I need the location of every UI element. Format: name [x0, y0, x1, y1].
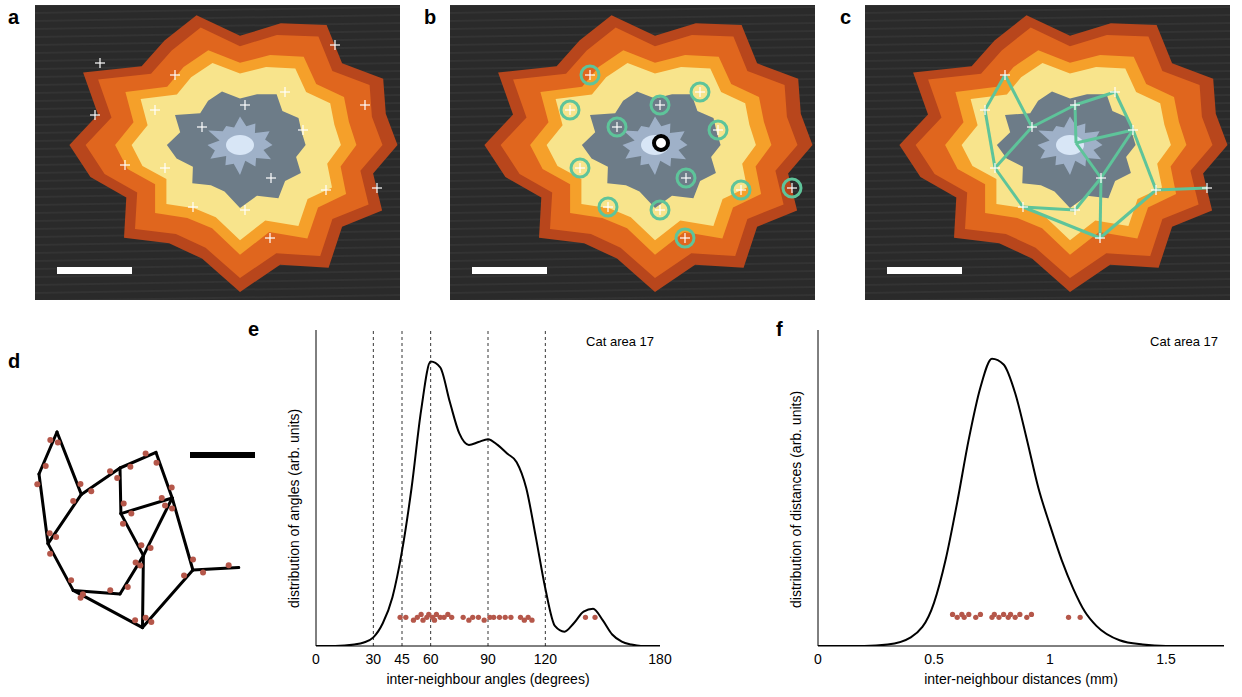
svg-text:120: 120: [534, 651, 558, 667]
html-text:Cat area 17: Cat area 17: [1150, 334, 1218, 349]
svg-text:1: 1: [1046, 651, 1054, 667]
svg-text:0.5: 0.5: [924, 651, 944, 667]
svg-text:30: 30: [366, 651, 382, 667]
html-text:f: f: [776, 318, 783, 340]
html-text:c: c: [840, 6, 852, 28]
svg-text:90: 90: [480, 651, 496, 667]
html-text:e: e: [248, 318, 260, 340]
html-text:Cat area 17: Cat area 17: [586, 334, 654, 349]
svg-text:45: 45: [394, 651, 410, 667]
html-text:d: d: [8, 350, 21, 372]
svg-text:60: 60: [423, 651, 439, 667]
svg-text:inter-neighbour distances (mm): inter-neighbour distances (mm): [924, 671, 1118, 687]
svg-text:0: 0: [312, 651, 320, 667]
svg-text:0: 0: [814, 651, 822, 667]
svg-text:distribution of distances (arb: distribution of distances (arb. units): [788, 391, 804, 608]
html-text:a: a: [8, 6, 20, 28]
svg-text:inter-neighbour angles (degree: inter-neighbour angles (degrees): [386, 671, 589, 687]
html-text:b: b: [424, 6, 437, 28]
svg-text:1.5: 1.5: [1156, 651, 1176, 667]
svg-text:180: 180: [648, 651, 672, 667]
svg-text:distribution of angles (arb. u: distribution of angles (arb. units): [286, 409, 302, 608]
